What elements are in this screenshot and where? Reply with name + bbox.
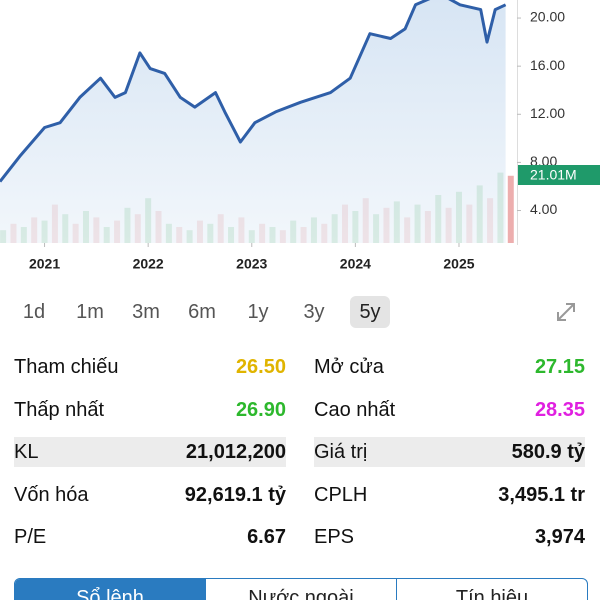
stat-value: 580.9 tỷ [511,441,585,463]
stat-value: 92,619.1 tỷ [184,483,286,506]
y-tick-label: 20.00 [530,9,565,25]
x-tick-label: 2023 [236,256,267,272]
timeframe-button[interactable]: 1m [76,301,104,323]
stat-label: Giá trị [314,441,368,463]
volume-tag-label: 21.01M [530,167,577,183]
timeframe-button[interactable]: 3y [303,301,325,323]
stat-value: 3,495.1 tr [498,483,585,506]
price-area [0,0,506,243]
stat-label: KL [14,441,39,463]
stat-label: Cao nhất [314,398,396,421]
stat-value: 28.35 [534,398,585,421]
stat-value: 26.50 [235,356,286,378]
stat-row: Tham chiếu 26.50 [14,352,286,382]
stat-label: Thấp nhất [14,398,105,421]
x-tick-label: 2024 [340,256,371,272]
y-tick-label: 4.00 [530,201,557,217]
stat-value: 21,012,200 [185,441,286,463]
stat-value: 6.67 [247,526,286,548]
stat-value: 27.15 [534,356,585,378]
x-tick-label: 2021 [29,256,60,272]
timeframe-button[interactable]: 3m [132,301,160,323]
y-tick-label: 12.00 [530,105,565,121]
stat-row: Giá trị 580.9 tỷ [314,437,585,467]
volume-bar [507,175,514,243]
x-tick-label: 2022 [133,256,164,272]
tab[interactable]: Sổ lệnh [15,579,205,600]
price-line [0,0,507,183]
stat-row: Vốn hóa 92,619.1 tỷ [14,480,286,510]
stat-label: P/E [14,526,47,548]
timeframe-button[interactable]: 1d [22,301,46,323]
stat-label: Mở cửa [314,356,384,378]
stat-row: KL 21,012,200 [14,437,286,467]
stat-value: 26.90 [235,398,286,421]
timeframe-button[interactable]: 5y [350,296,390,328]
stat-label: EPS [314,526,355,548]
x-tick-label: 2025 [443,256,474,272]
stat-label: Vốn hóa [14,483,89,506]
stat-row: Mở cửa 27.15 [314,352,585,382]
tab[interactable]: Tín hiệu [396,579,587,600]
y-tick-label: 16.00 [530,57,565,73]
tab[interactable]: Nước ngoài [205,579,396,600]
stat-row: Thấp nhất 26.90 [14,395,286,425]
stat-row: CPLH 3,495.1 tr [314,480,585,510]
stat-row: Cao nhất 28.35 [314,395,585,425]
timeframe-button[interactable]: 1y [247,301,269,323]
stat-row: EPS 3,974 [314,522,585,552]
timeframe-button[interactable]: 6m [188,301,216,323]
stat-label: CPLH [314,483,368,506]
expand-icon[interactable] [554,300,578,324]
stat-row: P/E 6.67 [14,522,286,552]
volume-tag [518,165,600,185]
stat-value: 3,974 [534,526,585,548]
tab-bar: Sổ lệnh Nước ngoài Tín hiệu [14,578,588,600]
stat-label: Tham chiếu [14,356,119,378]
